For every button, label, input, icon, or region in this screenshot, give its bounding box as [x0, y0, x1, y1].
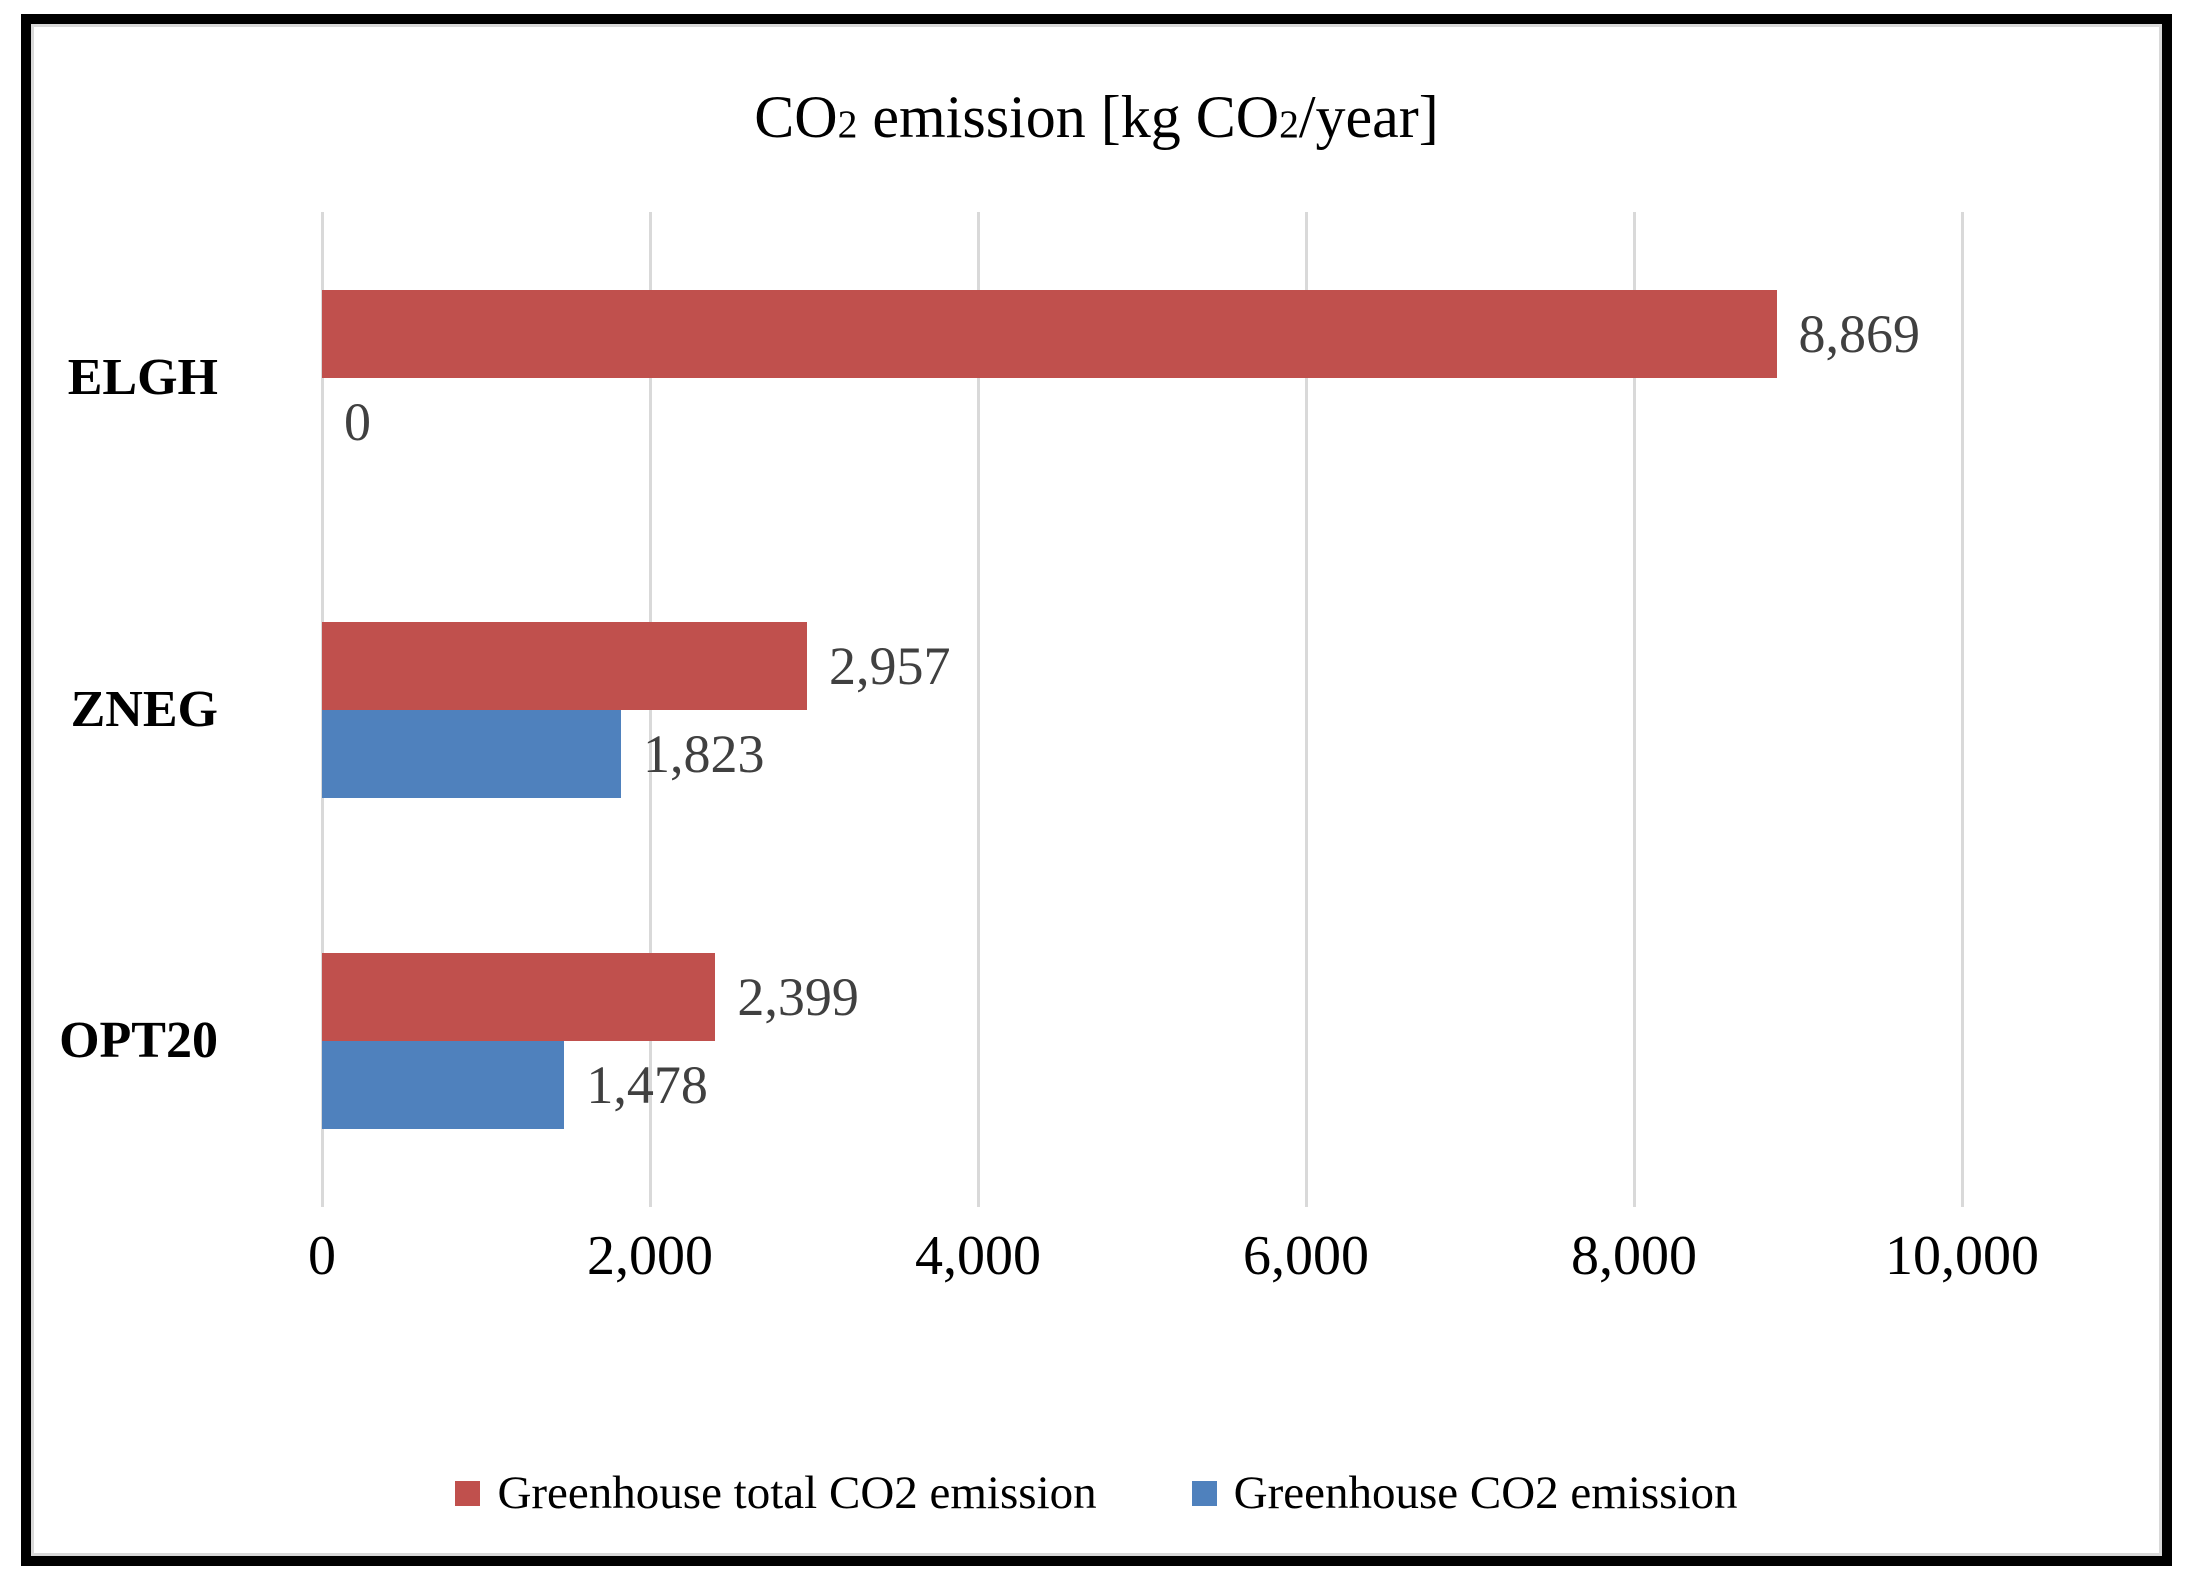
- category-label-zneg: ZNEG: [70, 680, 218, 738]
- chart-title: CO2 emission [kg CO2/year]: [0, 84, 2193, 150]
- chart-title-text: emission [kg CO: [857, 84, 1280, 150]
- bar-zneg-co2: [322, 709, 621, 798]
- legend-label: Greenhouse CO2 emission: [1233, 1467, 1738, 1519]
- legend-item-co2: Greenhouse CO2 emission: [1191, 1467, 1738, 1519]
- category-label-opt20: OPT20: [59, 1012, 218, 1070]
- value-label-opt20-co2: 1,478: [586, 1055, 708, 1116]
- x-tick-label: 8,000: [1571, 1225, 1697, 1287]
- x-tick-label: 2,000: [587, 1225, 713, 1287]
- bar-zneg-total-co2: [322, 621, 807, 710]
- gridline: [648, 212, 652, 1207]
- gridline: [1304, 212, 1308, 1207]
- legend-label: Greenhouse total CO2 emission: [497, 1467, 1097, 1519]
- legend: Greenhouse total CO2 emission Greenhouse…: [0, 1470, 2193, 1517]
- value-label-opt20-total-co2: 2,399: [737, 967, 859, 1028]
- bar-opt20-co2: [322, 1041, 565, 1130]
- x-tick-label: 6,000: [1243, 1225, 1369, 1287]
- gridline: [976, 212, 980, 1207]
- plot-area: 8,869 0 2,957 1,823 2,399 1,478: [320, 212, 1964, 1207]
- gridline: [1960, 212, 1964, 1207]
- gridline: [1632, 212, 1636, 1207]
- legend-swatch-co2-icon: [1191, 1481, 1217, 1506]
- chart-title-text: 2: [837, 102, 858, 146]
- x-tick-label: 10,000: [1885, 1225, 2039, 1287]
- chart-title-text: /year]: [1298, 84, 1439, 150]
- x-tick-label: 0: [308, 1225, 336, 1287]
- chart-title-text: CO: [754, 84, 838, 150]
- bar-opt20-total-co2: [322, 953, 716, 1042]
- legend-swatch-total-co2-icon: [455, 1481, 481, 1506]
- legend-item-total-co2: Greenhouse total CO2 emission: [455, 1467, 1097, 1519]
- bar-elgh-total-co2: [322, 289, 1777, 378]
- value-label-elgh-total-co2: 8,869: [1798, 303, 1921, 364]
- value-label-zneg-total-co2: 2,957: [828, 635, 951, 696]
- x-tick-label: 4,000: [915, 1225, 1041, 1287]
- category-label-elgh: ELGH: [67, 348, 218, 406]
- value-label-elgh-co2: 0: [344, 391, 371, 452]
- value-label-zneg-co2: 1,823: [642, 723, 765, 784]
- chart-inner-border: [31, 24, 2162, 1556]
- chart-title-text: 2: [1279, 102, 1299, 146]
